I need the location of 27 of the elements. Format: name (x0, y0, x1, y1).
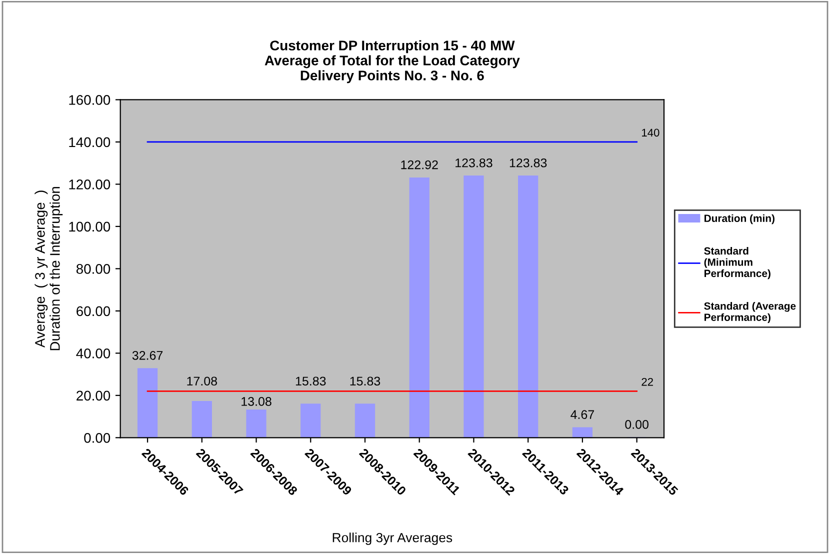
data-label: 123.83 (510, 158, 547, 168)
y-axis-title: Average ( 3 yr Average ) Duration of the Interruption (34, 186, 63, 350)
y-tick-label: 140.00 (69, 137, 110, 148)
data-label: 4.67 (570, 410, 594, 419)
y-tick-label: 120.00 (69, 180, 110, 190)
y-tick-label: 60.00 (76, 306, 110, 316)
legend-label: Standard (Average Performance) (704, 302, 796, 324)
chart-title: Customer DP Interruption 15 - 40 MW Average of Total for the Load Category Delivery Points No. 3 - No. 6 (264, 40, 520, 84)
legend-label: Duration (min) (704, 214, 774, 224)
data-label: 123.83 (456, 158, 492, 168)
data-label: 122.92 (401, 160, 438, 170)
data-label: 32.67 (132, 351, 163, 360)
data-label: 15.83 (350, 376, 380, 386)
y-tick-label: 20.00 (76, 390, 110, 401)
data-label: 15.83 (296, 376, 326, 386)
y-tick-label: 100.00 (69, 222, 110, 232)
y-tick-label: 0.00 (84, 432, 110, 443)
legend-label: Standard (Minimum Performance) (704, 246, 770, 280)
data-label: 13.08 (242, 397, 272, 406)
y-tick-label: 40.00 (76, 348, 110, 358)
y-tick-label: 160.00 (69, 95, 110, 105)
y-tick-label: 80.00 (76, 264, 110, 274)
data-label: 0.00 (625, 420, 648, 429)
data-label: 140 (642, 128, 660, 137)
x-axis-title: Rolling 3yr Averages (332, 532, 452, 545)
data-label: 22 (642, 378, 653, 386)
data-label: 17.08 (187, 376, 217, 386)
